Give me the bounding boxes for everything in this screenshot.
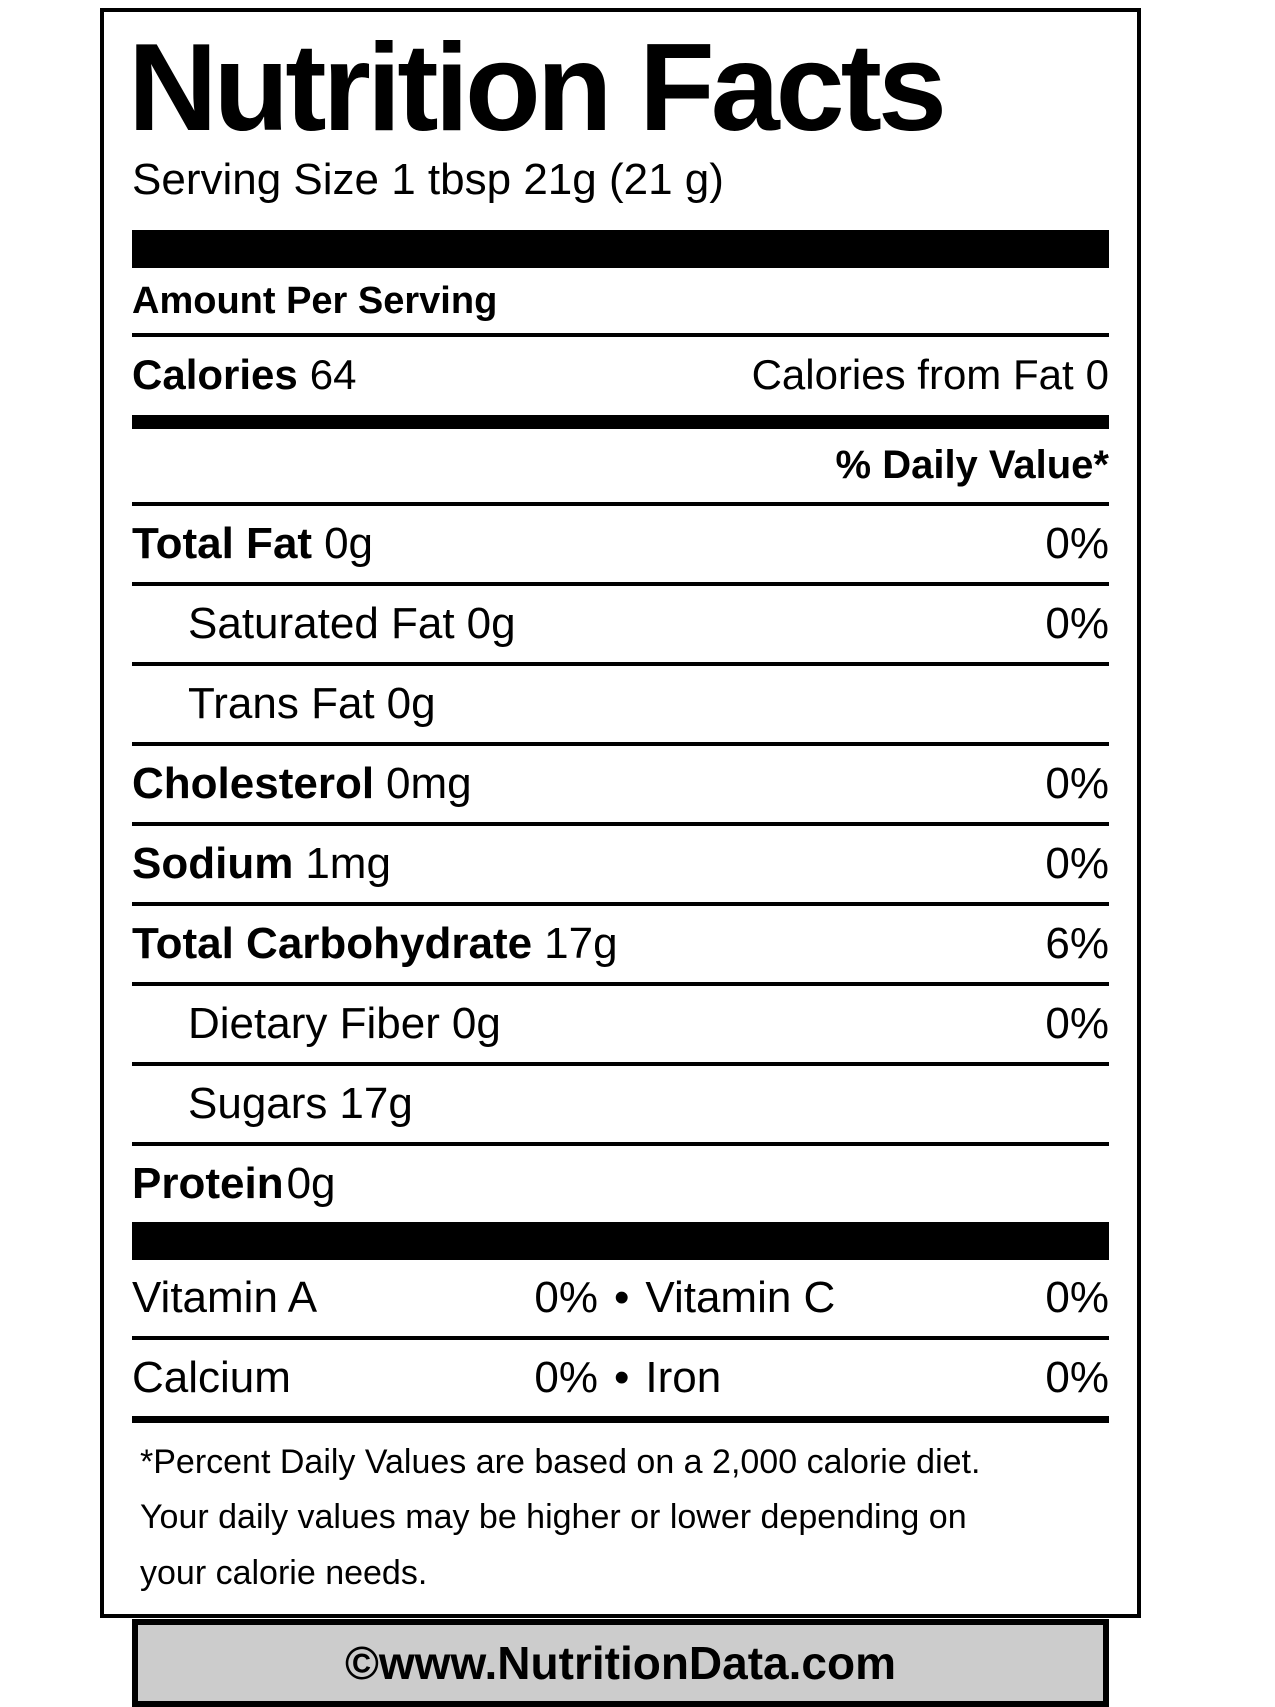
nutrient-daily-value: 0%: [1045, 839, 1109, 889]
nutrient-amount: 0g: [466, 599, 516, 649]
nutrient-amount: 0g: [286, 1159, 336, 1209]
divider-medium: [132, 415, 1109, 430]
divider-thin: [132, 822, 1109, 827]
amount-per-serving-heading: Amount Per Serving: [132, 280, 498, 323]
footnote-line: Your daily values may be higher or lower…: [140, 1498, 967, 1537]
nutrient-name: Total Fat: [132, 519, 313, 569]
calories-row: Calories 64 Calories from Fat 0: [132, 337, 1109, 415]
calories-from-fat-label: Calories from Fat: [751, 351, 1074, 399]
micronutrient-row-minerals: Calcium 0% • Iron 0%: [132, 1340, 1109, 1416]
nutrient-daily-value: 6%: [1045, 919, 1109, 969]
nutrient-row-total-fat: Total Fat 0g 0%: [132, 506, 1109, 582]
nutrient-name: Sugars: [188, 1079, 328, 1129]
nutrient-daily-value: 0%: [1045, 759, 1109, 809]
nutrient-amount: 17g: [544, 919, 618, 969]
nutrient-row-saturated-fat: Saturated Fat 0g 0%: [132, 586, 1109, 662]
nutrient-daily-value: 0%: [1045, 599, 1109, 649]
divider-thin: [132, 982, 1109, 987]
calories-label: Calories: [132, 351, 298, 399]
nutrient-amount: 0mg: [386, 759, 472, 809]
nutrient-name: Total Carbohydrate: [132, 919, 533, 969]
divider-thick: [132, 1222, 1109, 1261]
footnote-line: *Percent Daily Values are based on a 2,0…: [140, 1443, 981, 1482]
daily-value-footnote: *Percent Daily Values are based on a 2,0…: [132, 1423, 1109, 1604]
nutrient-daily-value: 0%: [1045, 519, 1109, 569]
micronutrient-name: Calcium: [132, 1353, 291, 1403]
divider-thin: [132, 502, 1109, 507]
calories-value: 64: [309, 351, 357, 399]
divider-thin: [132, 1336, 1109, 1341]
calories-from-fat-value: 0: [1085, 351, 1109, 399]
nutrient-daily-value: 0%: [1045, 999, 1109, 1049]
footnote-line: your calorie needs.: [140, 1553, 428, 1592]
nutrient-name: Dietary Fiber: [188, 999, 440, 1049]
divider-thin: [132, 333, 1109, 338]
copyright-text: ©www.NutritionData.com: [345, 1636, 896, 1689]
micronutrient-name: Iron: [645, 1353, 722, 1403]
divider-thin: [132, 742, 1109, 747]
micronutrient-row-vitamins: Vitamin A 0% • Vitamin C 0%: [132, 1260, 1109, 1336]
nutrient-name: Trans Fat: [188, 679, 375, 729]
nutrient-row-sugars: Sugars 17g: [132, 1066, 1109, 1142]
nutrient-amount: 0g: [324, 519, 374, 569]
nutrient-amount: 0g: [451, 999, 501, 1049]
divider-thin: [132, 662, 1109, 667]
nutrient-amount: 1mg: [305, 839, 391, 889]
nutrient-name: Saturated Fat: [188, 599, 455, 649]
nutrient-row-protein: Protein 0g: [132, 1146, 1109, 1222]
micronutrient-name: Vitamin C: [645, 1273, 836, 1323]
nutrient-amount: 0g: [386, 679, 436, 729]
nutrient-row-sodium: Sodium 1mg 0%: [132, 826, 1109, 902]
micronutrient-value: 0%: [1045, 1353, 1109, 1403]
nutrient-row-trans-fat: Trans Fat 0g: [132, 666, 1109, 742]
serving-size-text: Serving Size 1 tbsp 21g (21 g): [132, 155, 724, 204]
nutrient-row-total-carbohydrate: Total Carbohydrate 17g 6%: [132, 906, 1109, 982]
nutrient-amount: 17g: [339, 1079, 413, 1129]
bullet-separator: •: [614, 1353, 630, 1403]
bullet-separator: •: [614, 1273, 630, 1323]
label-title: Nutrition Facts: [128, 19, 947, 157]
nutrient-name: Sodium: [132, 839, 294, 889]
divider-thin: [132, 1142, 1109, 1147]
copyright-box: ©www.NutritionData.com: [132, 1618, 1109, 1707]
nutrient-name: Protein: [132, 1159, 284, 1209]
micronutrient-value: 0%: [1045, 1273, 1109, 1323]
micronutrient-value: 0%: [534, 1353, 598, 1403]
divider-thin: [132, 902, 1109, 907]
nutrition-facts-label: Nutrition Facts Serving Size 1 tbsp 21g …: [100, 8, 1141, 1707]
divider-thin: [132, 1062, 1109, 1067]
micronutrient-name: Vitamin A: [132, 1273, 318, 1323]
divider-medium: [132, 1416, 1109, 1424]
micronutrient-value: 0%: [534, 1273, 598, 1323]
nutrient-name: Cholesterol: [132, 759, 375, 809]
nutrient-row-dietary-fiber: Dietary Fiber 0g 0%: [132, 986, 1109, 1062]
nutrient-row-cholesterol: Cholesterol 0mg 0%: [132, 746, 1109, 822]
divider-thin: [132, 582, 1109, 587]
divider-thick: [132, 230, 1109, 269]
calories-from-fat: Calories from Fat 0: [752, 351, 1109, 399]
calories-left: Calories 64: [132, 351, 356, 399]
daily-value-header: % Daily Value*: [835, 443, 1109, 488]
